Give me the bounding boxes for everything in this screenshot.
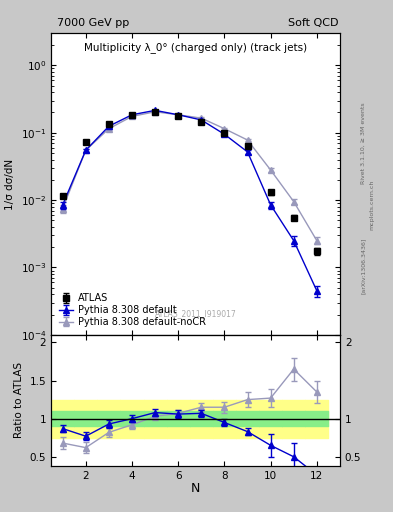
Text: Rivet 3.1.10, ≥ 3M events: Rivet 3.1.10, ≥ 3M events — [361, 102, 366, 184]
Text: Multiplicity λ_0° (charged only) (track jets): Multiplicity λ_0° (charged only) (track … — [84, 42, 307, 53]
Y-axis label: 1/σ dσ/dN: 1/σ dσ/dN — [5, 159, 15, 209]
Text: 7000 GeV pp: 7000 GeV pp — [57, 18, 129, 28]
Text: Soft QCD: Soft QCD — [288, 18, 339, 28]
Text: ATLAS_2011_I919017: ATLAS_2011_I919017 — [154, 309, 237, 318]
Text: [arXiv:1306.3436]: [arXiv:1306.3436] — [361, 238, 366, 294]
Text: mcplots.cern.ch: mcplots.cern.ch — [369, 180, 374, 230]
Y-axis label: Ratio to ATLAS: Ratio to ATLAS — [14, 362, 24, 438]
X-axis label: N: N — [191, 482, 200, 495]
Legend: ATLAS, Pythia 8.308 default, Pythia 8.308 default-noCR: ATLAS, Pythia 8.308 default, Pythia 8.30… — [56, 290, 209, 330]
